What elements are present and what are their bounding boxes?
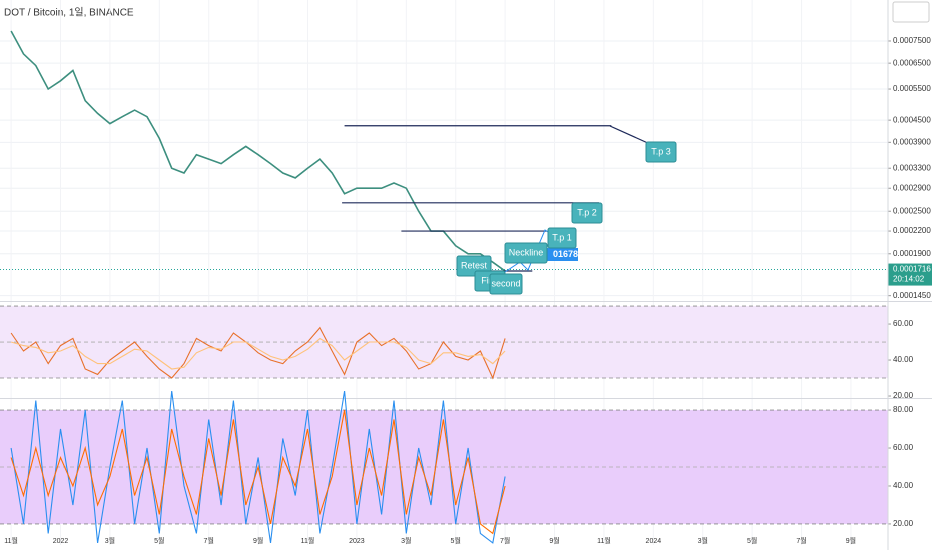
y-tick-label: 0.0005500 bbox=[893, 84, 931, 93]
y-tick-label: 0.0003900 bbox=[893, 137, 931, 146]
x-tick-label: 9월 bbox=[549, 536, 559, 545]
series-line bbox=[10, 409, 506, 535]
y-tick-label: 0.0002200 bbox=[893, 226, 931, 235]
series-line bbox=[10, 337, 506, 370]
x-tick-label: 2024 bbox=[646, 538, 662, 545]
x-tick-label: 7월 bbox=[500, 536, 510, 545]
y-tick-label: 0.0002900 bbox=[893, 183, 931, 192]
y-tick-label: 60.00 bbox=[893, 443, 914, 452]
x-tick-label: 2023 bbox=[349, 538, 365, 545]
callout-label: Neckline bbox=[509, 247, 544, 257]
x-tick-label: 3월 bbox=[401, 536, 411, 545]
callout-label: T.p 1 bbox=[552, 232, 572, 242]
series-line bbox=[10, 391, 506, 544]
x-tick-label: 5월 bbox=[451, 536, 461, 545]
callout-box bbox=[547, 227, 577, 249]
price-badge bbox=[540, 248, 578, 261]
series-line bbox=[10, 326, 506, 380]
x-tick-label: 9월 bbox=[846, 536, 856, 545]
x-tick-label: 3월 bbox=[105, 536, 115, 545]
last-price-label: 0.0001716 bbox=[893, 265, 931, 274]
x-tick-label: 9월 bbox=[253, 536, 263, 545]
connector bbox=[609, 125, 651, 145]
callout-box bbox=[489, 273, 523, 295]
callout-label: Retest bbox=[461, 260, 488, 270]
callout-box bbox=[504, 242, 548, 264]
y-tick-label: 20.00 bbox=[893, 519, 914, 528]
callout-box bbox=[645, 141, 677, 163]
y-tick-label: 60.00 bbox=[893, 319, 914, 328]
x-tick-label: 5월 bbox=[747, 536, 757, 545]
y-tick-label: 0.0006500 bbox=[893, 58, 931, 67]
x-tick-label: 3월 bbox=[698, 536, 708, 545]
x-tick-label: 7월 bbox=[204, 536, 214, 545]
x-tick-label: 7월 bbox=[796, 536, 806, 545]
callout-label: second bbox=[491, 278, 520, 288]
callout-box bbox=[571, 202, 603, 224]
x-tick-label: 2022 bbox=[53, 538, 69, 545]
last-price-badge bbox=[888, 263, 932, 286]
y-tick-label: 0.0002500 bbox=[893, 206, 931, 215]
y-tick-label: 20.00 bbox=[893, 391, 914, 400]
y-tick-label: 80.00 bbox=[893, 405, 914, 414]
y-tick-label: 40.00 bbox=[893, 355, 914, 364]
x-tick-label: 11월 bbox=[4, 536, 18, 545]
y-tick-label: 0.0004500 bbox=[893, 115, 931, 124]
countdown: 20:14:02 bbox=[893, 275, 925, 284]
callout-label: T.p 3 bbox=[651, 146, 671, 156]
price-badge-text: 01678 bbox=[553, 249, 578, 259]
y-tick-label: 40.00 bbox=[893, 481, 914, 490]
series-line bbox=[10, 30, 506, 272]
y-tick-label: 0.0001450 bbox=[893, 291, 931, 300]
y-tick-label: 0.0007500 bbox=[893, 36, 931, 45]
x-tick-label: 11월 bbox=[301, 536, 315, 545]
x-tick-label: 11월 bbox=[597, 536, 611, 545]
x-tick-label: 5월 bbox=[154, 536, 164, 545]
y-tick-label: 0.0003300 bbox=[893, 163, 931, 172]
callout-label: T.p 2 bbox=[577, 207, 597, 217]
toolbar-box[interactable] bbox=[892, 1, 930, 23]
chart-title: DOT / Bitcoin, 1일, BINANCE bbox=[4, 7, 134, 19]
y-tick-label: 0.0001900 bbox=[893, 249, 931, 258]
